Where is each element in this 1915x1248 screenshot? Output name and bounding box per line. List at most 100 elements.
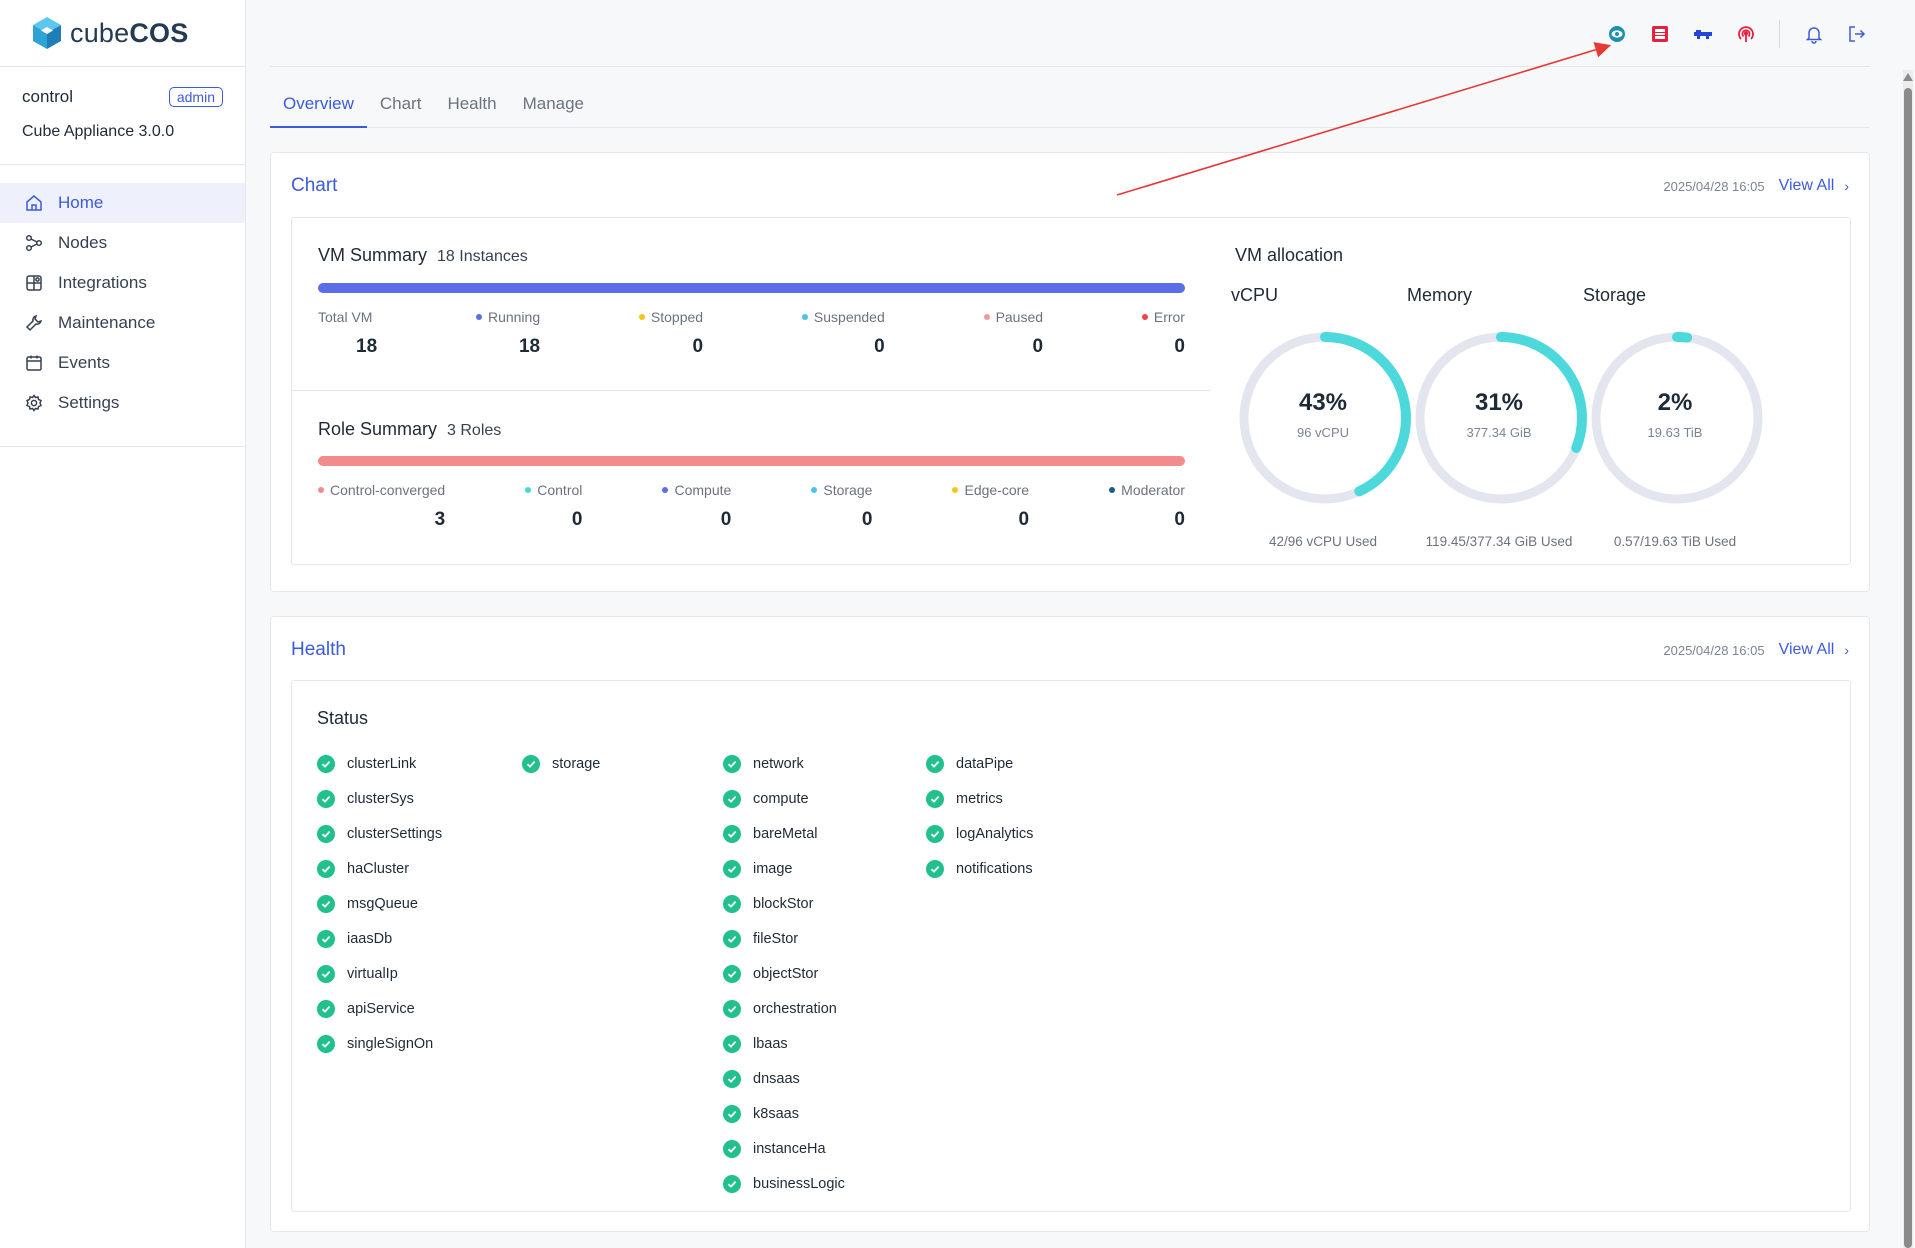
- brand[interactable]: cubeCOS: [0, 0, 245, 67]
- podcast-icon[interactable]: [1733, 21, 1759, 47]
- tab-chart[interactable]: Chart: [379, 94, 422, 113]
- gauge-total: 19.63 TiB: [1647, 425, 1703, 440]
- status-label: clusterSettings: [347, 825, 443, 842]
- check-circle-icon: [317, 824, 335, 843]
- check-circle-icon: [723, 1139, 741, 1158]
- check-circle-icon: [317, 1034, 335, 1053]
- sidebar-item-nodes[interactable]: Nodes: [0, 223, 245, 263]
- page-scrollbar[interactable]: [1903, 70, 1913, 1248]
- tab-overview[interactable]: Overview: [270, 88, 367, 128]
- stat-value: 0: [571, 509, 583, 530]
- calendar-icon: [24, 353, 44, 373]
- grafana-icon[interactable]: [1690, 21, 1716, 47]
- stat-label: Control-converged: [318, 482, 445, 498]
- sidebar-nav: Home Nodes Integrations Maintenance Even…: [0, 165, 245, 447]
- status-label: logAnalytics: [956, 825, 1034, 842]
- status-label: metrics: [956, 790, 1003, 807]
- sidebar-item-home[interactable]: Home: [0, 183, 245, 223]
- gauge-percent: 43%: [1298, 389, 1348, 416]
- tab-health[interactable]: Health: [447, 94, 497, 113]
- status-label: fileStor: [753, 930, 799, 947]
- stat-value: 18: [518, 336, 541, 357]
- stat-label: Control: [525, 482, 582, 498]
- stat-value: 0: [720, 509, 732, 530]
- legend-dot-icon: [525, 487, 532, 494]
- gauge-percent: 2%: [1657, 389, 1693, 416]
- vm-summary-title: VM Summary 18 Instances: [318, 245, 528, 265]
- health-card-title: Health: [291, 639, 346, 660]
- status-item-compute: compute: [723, 781, 845, 816]
- status-label: singleSignOn: [347, 1035, 434, 1052]
- status-column: storage: [522, 746, 600, 781]
- status-label: dataPipe: [956, 755, 1014, 772]
- sidebar-item-integrations[interactable]: Integrations: [0, 263, 245, 303]
- legend-dot-icon: [983, 314, 990, 321]
- role-stat-edge-core: Edge-core 0: [952, 482, 1029, 531]
- openstack-icon[interactable]: [1647, 21, 1673, 47]
- status-label: bareMetal: [753, 825, 818, 842]
- sidebar-item-settings[interactable]: Settings: [0, 383, 245, 423]
- top-bar: [270, 0, 1870, 67]
- tab-manage[interactable]: Manage: [522, 94, 585, 113]
- check-circle-icon: [926, 754, 944, 773]
- check-circle-icon: [926, 789, 944, 808]
- check-circle-icon: [317, 754, 335, 773]
- scroll-thumb[interactable]: [1904, 88, 1912, 1248]
- sidebar-item-label: Maintenance: [58, 313, 156, 332]
- donut-ring: [1415, 332, 1587, 504]
- chevron-right-icon: ›: [1844, 642, 1849, 658]
- health-view-all-link[interactable]: View All ›: [1778, 641, 1849, 658]
- sidebar-item-events[interactable]: Events: [0, 343, 245, 383]
- status-item-blockStor: blockStor: [723, 886, 845, 921]
- chart-card-title: Chart: [291, 175, 338, 196]
- stat-label: Edge-core: [952, 482, 1029, 498]
- check-circle-icon: [317, 929, 335, 948]
- status-label: lbaas: [753, 1035, 788, 1052]
- gauge-total: 377.34 GiB: [1466, 425, 1532, 440]
- sidebar-item-label: Settings: [58, 393, 120, 412]
- status-label: clusterLink: [347, 755, 417, 772]
- donut-ring: [1591, 332, 1763, 504]
- stat-label: Compute: [662, 482, 731, 498]
- status-item-dataPipe: dataPipe: [926, 746, 1033, 781]
- scroll-up-arrow-icon[interactable]: [1903, 73, 1913, 81]
- status-label: haCluster: [347, 860, 410, 877]
- status-item-notifications: notifications: [926, 851, 1033, 886]
- status-label: businessLogic: [753, 1175, 845, 1192]
- stat-value: 0: [861, 509, 873, 530]
- status-item-network: network: [723, 746, 845, 781]
- status-label: dnsaas: [753, 1070, 800, 1087]
- status-item-clusterLink: clusterLink: [317, 746, 442, 781]
- vm-stat-stopped: Stopped 0: [638, 309, 703, 358]
- gauge-total: 96 vCPU: [1296, 425, 1350, 440]
- stat-value: 0: [874, 336, 885, 357]
- gear-icon: [24, 393, 44, 413]
- logout-icon[interactable]: [1844, 21, 1870, 47]
- gauge-title-storage: Storage: [1583, 285, 1647, 305]
- check-circle-icon: [317, 789, 335, 808]
- gauge-memory: 31% 377.34 GiB: [1406, 325, 1596, 511]
- chevron-right-icon: ›: [1844, 178, 1849, 194]
- status-column: clusterLink clusterSys clusterSettings haCl…: [317, 746, 442, 1061]
- role-badge: admin: [168, 87, 223, 107]
- status-item-dnsaas: dnsaas: [723, 1061, 845, 1096]
- sidebar-item-label: Home: [58, 193, 104, 212]
- status-item-singleSignOn: singleSignOn: [317, 1026, 442, 1061]
- cube-logo-icon: [33, 17, 61, 49]
- toolbar-divider: [1779, 20, 1780, 48]
- role-stat-control: Control 0: [525, 482, 582, 531]
- status-item-logAnalytics: logAnalytics: [926, 816, 1033, 851]
- sidebar-item-label: Events: [58, 353, 110, 372]
- gauge-vcpu: 43% 96 vCPU: [1230, 325, 1420, 511]
- stat-value: 0: [1032, 336, 1044, 357]
- legend-dot-icon: [318, 487, 324, 494]
- status-label: objectStor: [753, 965, 819, 982]
- eye-icon[interactable]: [1604, 21, 1630, 47]
- bell-icon[interactable]: [1801, 21, 1827, 47]
- sidebar-item-maintenance[interactable]: Maintenance: [0, 303, 245, 343]
- chart-view-all-link[interactable]: View All ›: [1778, 177, 1849, 194]
- stat-label: Stopped: [638, 309, 703, 325]
- gauge-title-memory: Memory: [1407, 285, 1473, 305]
- gauge-title-vcpu: vCPU: [1231, 285, 1279, 305]
- vm-stat-paused: Paused 0: [983, 309, 1044, 358]
